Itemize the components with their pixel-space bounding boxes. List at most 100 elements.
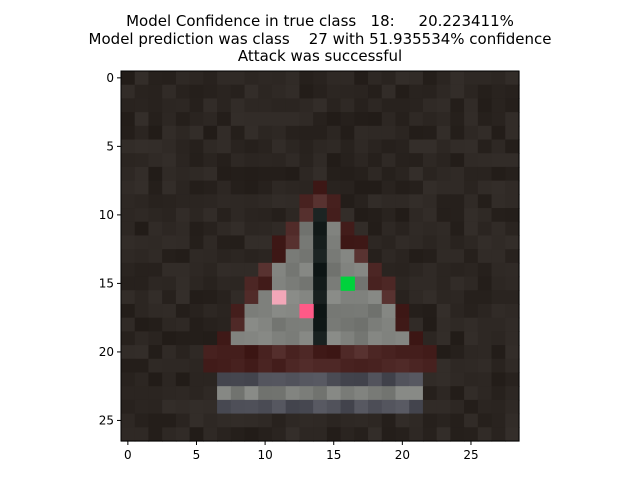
pixel — [436, 303, 451, 319]
pixel — [395, 194, 410, 209]
pixel — [340, 84, 355, 100]
pixel — [422, 153, 438, 168]
pixel — [162, 125, 177, 141]
pixel — [450, 194, 465, 209]
pixel — [450, 180, 465, 195]
pixel — [326, 112, 342, 127]
y-axis: 0 5 10 15 20 25 — [99, 71, 121, 427]
pixel — [271, 112, 287, 127]
pixel — [505, 427, 520, 442]
pixel — [354, 112, 369, 127]
pixel — [285, 208, 301, 223]
pixel — [313, 427, 328, 442]
pixel — [354, 345, 369, 360]
pixel — [148, 290, 163, 305]
pixel — [299, 331, 314, 346]
pixel — [285, 139, 301, 154]
pixel — [203, 194, 218, 209]
pixel — [409, 358, 424, 374]
pixel — [217, 112, 232, 127]
pixel — [464, 166, 479, 182]
pixel — [368, 194, 383, 209]
pixel — [505, 413, 520, 428]
pixel — [340, 208, 355, 223]
pixel — [258, 331, 273, 346]
pixel — [313, 98, 328, 113]
pixel — [491, 112, 506, 127]
pixel — [299, 413, 314, 428]
pixel — [422, 221, 438, 237]
pixel — [203, 84, 218, 100]
perturbed-pixel — [271, 290, 287, 305]
pixel — [285, 71, 301, 86]
pixel — [326, 290, 342, 305]
pixel — [162, 399, 177, 415]
y-tick-label: 0 — [106, 71, 114, 85]
pixel — [409, 166, 424, 182]
pixel — [230, 303, 246, 319]
pixel — [491, 427, 506, 442]
pixel — [340, 317, 355, 332]
pixel — [368, 317, 383, 332]
pixel — [409, 125, 424, 141]
pixel — [354, 386, 369, 401]
pixel — [464, 194, 479, 209]
pixel — [285, 317, 301, 332]
pixel — [326, 358, 342, 374]
pixel — [313, 276, 328, 291]
pixel — [148, 71, 163, 86]
pixel — [244, 372, 259, 387]
pixel — [285, 125, 301, 141]
pixel — [148, 98, 163, 113]
pixel — [326, 208, 342, 223]
pixel — [271, 427, 287, 442]
pixel — [326, 413, 342, 428]
pixel — [285, 221, 301, 237]
pixel — [189, 276, 204, 291]
pixel — [148, 180, 163, 195]
pixel — [271, 221, 287, 237]
pixel — [258, 276, 273, 291]
pixel — [450, 153, 465, 168]
pixel — [381, 345, 397, 360]
pixel — [258, 84, 273, 100]
x-axis: 0 5 10 15 20 25 — [124, 441, 479, 462]
pixel — [381, 262, 397, 278]
pixel — [340, 194, 355, 209]
pixel — [203, 427, 218, 442]
pixel — [491, 84, 506, 100]
pixel — [477, 235, 493, 250]
pixel — [450, 71, 465, 86]
pixel — [244, 235, 259, 250]
pixel — [505, 71, 520, 86]
pixel — [422, 413, 438, 428]
pixel — [491, 166, 506, 182]
pixel — [368, 331, 383, 346]
pixel — [436, 166, 451, 182]
pixel — [450, 427, 465, 442]
pixel — [175, 84, 191, 100]
pixel — [477, 386, 493, 401]
pixel — [189, 125, 204, 141]
pixel — [477, 262, 493, 278]
pixel — [422, 358, 438, 374]
pixel — [258, 345, 273, 360]
pixel — [230, 413, 246, 428]
pixel — [422, 166, 438, 182]
pixel — [121, 372, 136, 387]
pixel — [354, 358, 369, 374]
pixel — [313, 221, 328, 237]
pixel — [422, 208, 438, 223]
pixel — [244, 303, 259, 319]
pixel — [175, 221, 191, 237]
pixel — [340, 112, 355, 127]
pixel — [203, 166, 218, 182]
pixel — [395, 235, 410, 250]
pixel — [203, 71, 218, 86]
pixel — [450, 331, 465, 346]
pixel — [409, 427, 424, 442]
pixel — [326, 153, 342, 168]
pixel — [381, 235, 397, 250]
pixel — [162, 303, 177, 319]
pixel — [326, 235, 342, 250]
